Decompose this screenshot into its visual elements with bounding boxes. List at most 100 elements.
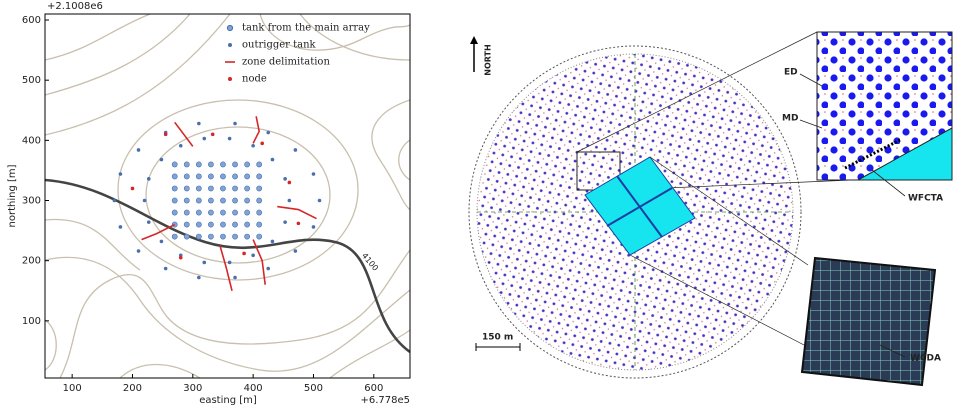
tank-point bbox=[197, 121, 201, 126]
tank-point bbox=[266, 266, 271, 271]
tank-point bbox=[244, 161, 251, 168]
tank-point bbox=[244, 185, 251, 192]
tank-point bbox=[195, 185, 202, 192]
legend-swatch bbox=[226, 24, 234, 32]
tank-point bbox=[227, 136, 232, 141]
tank-point bbox=[220, 221, 226, 228]
y-tick-label: 600 bbox=[22, 15, 41, 26]
x-offset: +6.778e5 bbox=[360, 395, 410, 406]
wcda-label: WCDA bbox=[910, 354, 941, 364]
tank-point bbox=[178, 255, 183, 260]
tank-point bbox=[130, 186, 135, 191]
tank-point bbox=[256, 209, 263, 216]
tank-point bbox=[232, 185, 238, 192]
tank-point bbox=[232, 197, 238, 204]
wfcta-label: WFCTA bbox=[908, 194, 943, 204]
tank-point bbox=[118, 225, 123, 229]
y-tick-label: 300 bbox=[22, 196, 41, 207]
legend-swatch bbox=[228, 77, 232, 81]
tank-point bbox=[208, 221, 214, 228]
data-layer bbox=[112, 116, 322, 291]
x-tick-label: 100 bbox=[63, 383, 82, 394]
tank-point bbox=[195, 197, 202, 204]
tank-point bbox=[311, 172, 316, 176]
y-tick-label: 100 bbox=[22, 316, 41, 327]
tank-point bbox=[266, 130, 271, 135]
tank-point bbox=[163, 132, 168, 137]
tank-point bbox=[208, 173, 214, 180]
scale-label: 150 m bbox=[482, 333, 513, 343]
tank-point bbox=[317, 198, 322, 203]
tank-point bbox=[251, 143, 255, 148]
tank-point bbox=[183, 233, 190, 240]
legend-label: tank from the main array bbox=[242, 23, 370, 34]
wcda-divisions bbox=[606, 175, 673, 238]
tank-point bbox=[208, 209, 214, 216]
contour-label: 4100 bbox=[360, 251, 380, 272]
tank-point bbox=[244, 233, 251, 240]
tank-point bbox=[183, 161, 190, 168]
tank-point bbox=[293, 249, 298, 253]
tank-point bbox=[118, 172, 123, 176]
tank-point bbox=[256, 185, 263, 192]
scale-bar bbox=[475, 343, 521, 351]
tank-point bbox=[136, 148, 141, 152]
y-tick-label: 500 bbox=[22, 75, 41, 86]
tank-point bbox=[171, 197, 178, 204]
tank-point bbox=[183, 209, 190, 216]
tank-point bbox=[220, 173, 226, 180]
tank-point bbox=[233, 121, 237, 126]
tank-point bbox=[202, 136, 207, 141]
tank-point bbox=[287, 198, 292, 203]
tank-point bbox=[183, 173, 190, 180]
tank-point bbox=[171, 233, 178, 240]
x-axis-label: easting [m] bbox=[199, 395, 257, 406]
main-contour bbox=[45, 178, 410, 354]
tank-point bbox=[159, 157, 164, 162]
ed-label: ED bbox=[784, 68, 798, 78]
y-axis-label: northing [m] bbox=[7, 164, 18, 227]
tank-point bbox=[195, 209, 202, 216]
tank-point bbox=[251, 253, 255, 258]
tank-point bbox=[195, 233, 202, 240]
tank-point bbox=[146, 220, 151, 224]
tank-point bbox=[260, 141, 264, 146]
tank-point bbox=[183, 197, 190, 204]
tank-point bbox=[311, 225, 316, 229]
tank-point bbox=[232, 233, 238, 240]
tank-point bbox=[208, 185, 214, 192]
tank-point bbox=[293, 148, 298, 152]
y-tick-label: 400 bbox=[22, 135, 41, 146]
tank-point bbox=[163, 266, 168, 271]
tank-point bbox=[183, 185, 190, 192]
tank-point bbox=[244, 197, 251, 204]
tank-point bbox=[220, 185, 226, 192]
tank-point bbox=[244, 173, 251, 180]
tank-point bbox=[287, 180, 292, 185]
zone-line bbox=[252, 239, 267, 285]
tank-point bbox=[171, 185, 178, 192]
tank-point bbox=[244, 221, 251, 228]
tank-point bbox=[220, 197, 226, 204]
tank-point bbox=[296, 221, 301, 226]
tank-point bbox=[270, 239, 275, 244]
tank-point bbox=[171, 173, 178, 180]
tank-point bbox=[232, 221, 238, 228]
tank-point bbox=[195, 221, 202, 228]
tank-point bbox=[220, 209, 226, 216]
x-tick-label: 600 bbox=[364, 383, 383, 394]
legend-label: outrigger tank bbox=[242, 40, 317, 51]
legend-label: node bbox=[242, 74, 267, 85]
tank-point bbox=[159, 239, 164, 244]
tank-point bbox=[227, 260, 232, 265]
tank-point bbox=[220, 233, 226, 240]
north-arrowhead bbox=[470, 36, 478, 44]
legend-swatch bbox=[228, 43, 232, 47]
tank-point bbox=[256, 233, 263, 240]
tank-point bbox=[283, 177, 287, 181]
tank-point bbox=[195, 173, 202, 180]
tank-point bbox=[256, 197, 263, 204]
tank-point bbox=[208, 233, 214, 240]
